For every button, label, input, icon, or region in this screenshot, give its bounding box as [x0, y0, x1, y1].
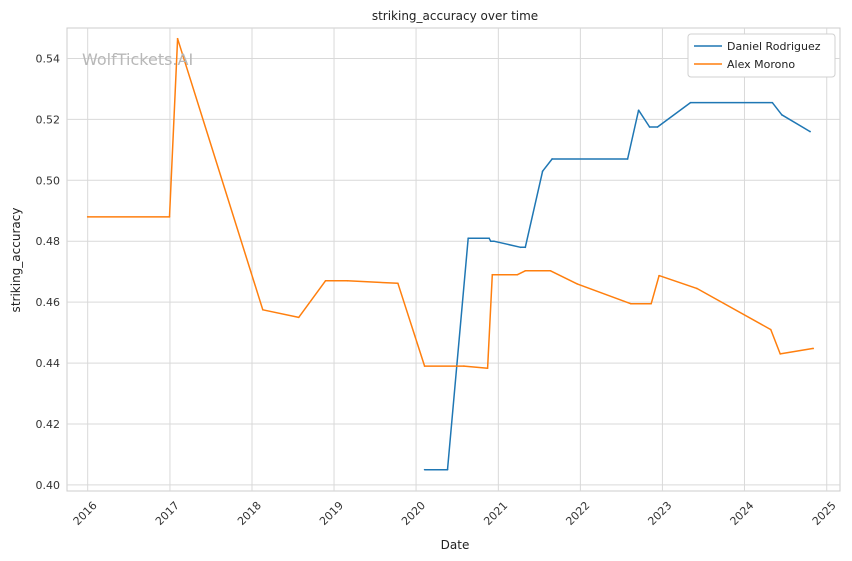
legend: Daniel Rodriguez Alex Morono	[687, 33, 836, 78]
data-point-daniel-rodriguez	[467, 237, 470, 239]
data-point-daniel-rodriguez	[626, 158, 629, 160]
series-line-daniel-rodriguez	[424, 101, 811, 471]
y-tick-label: 0.44	[36, 357, 61, 370]
data-point-alex-morono	[769, 328, 772, 331]
data-point-alex-morono	[629, 302, 632, 305]
x-tick-label: 2024	[728, 499, 757, 528]
data-point-daniel-rodriguez	[519, 246, 522, 249]
y-tick-labels: 0.40 0.42 0.44 0.46 0.48 0.50 0.52 0.54	[36, 52, 61, 491]
data-point-alex-morono	[423, 365, 426, 367]
data-point-alex-morono	[576, 283, 579, 285]
data-point-daniel-rodriguez	[771, 101, 774, 104]
x-tick-label: 2021	[481, 499, 510, 528]
data-point-alex-morono	[650, 302, 652, 305]
y-axis-title: striking_accuracy	[9, 208, 23, 313]
data-point-alex-morono	[549, 269, 552, 272]
data-point-daniel-rodriguez	[541, 170, 544, 172]
data-point-alex-morono	[491, 273, 494, 276]
data-point-daniel-rodriguez	[809, 130, 811, 133]
data-point-daniel-rodriguez	[637, 109, 640, 112]
data-point-alex-morono	[696, 287, 698, 290]
data-point-alex-morono	[397, 282, 399, 285]
chart-title: striking_accuracy over time	[372, 9, 538, 23]
data-point-alex-morono	[516, 273, 519, 276]
x-tick-label: 2018	[235, 499, 264, 528]
y-tick-label: 0.52	[36, 113, 61, 126]
data-point-daniel-rodriguez	[780, 114, 783, 116]
series-lines	[86, 37, 815, 471]
y-tick-label: 0.54	[36, 52, 61, 65]
x-tick-label: 2020	[399, 499, 428, 528]
x-tick-label: 2023	[645, 499, 674, 528]
data-point-alex-morono	[261, 308, 264, 311]
data-point-alex-morono	[346, 280, 349, 282]
data-point-alex-morono	[324, 280, 327, 282]
data-point-daniel-rodriguez	[489, 240, 492, 243]
data-point-daniel-rodriguez	[493, 240, 495, 243]
data-point-daniel-rodriguez	[689, 101, 692, 104]
data-point-alex-morono	[524, 269, 527, 272]
x-tick-label: 2017	[153, 499, 182, 528]
x-axis-title: Date	[441, 538, 470, 552]
data-point-daniel-rodriguez	[551, 158, 553, 160]
data-point-daniel-rodriguez	[656, 126, 659, 128]
x-tick-label: 2022	[563, 499, 592, 528]
data-point-alex-morono	[812, 347, 815, 350]
data-point-daniel-rodriguez	[648, 126, 651, 128]
data-point-alex-morono	[463, 365, 465, 367]
data-point-alex-morono	[658, 274, 660, 277]
data-point-alex-morono	[779, 353, 782, 355]
y-tick-label: 0.48	[36, 235, 61, 248]
x-tick-labels: 2016 2017 2018 2019 2020 2021 2022 2023 2024 2025	[71, 499, 839, 528]
watermark: WolfTickets.AI	[82, 50, 193, 69]
data-point-alex-morono	[168, 216, 171, 218]
x-tick-label: 2019	[317, 499, 346, 528]
data-point-alex-morono	[176, 37, 179, 40]
data-point-alex-morono	[297, 316, 300, 319]
legend-label-alex-morono: Alex Morono	[727, 58, 795, 71]
data-point-daniel-rodriguez	[446, 468, 449, 471]
y-tick-label: 0.40	[36, 479, 61, 492]
data-point-daniel-rodriguez	[524, 246, 527, 249]
y-tick-label: 0.46	[36, 296, 61, 309]
x-tick-label: 2025	[810, 499, 839, 528]
data-point-daniel-rodriguez	[423, 468, 426, 471]
legend-label-daniel-rodriguez: Daniel Rodriguez	[727, 40, 821, 53]
x-tick-label: 2016	[71, 499, 100, 528]
legend-box	[687, 33, 836, 78]
data-point-alex-morono	[486, 367, 489, 370]
data-point-daniel-rodriguez	[488, 237, 490, 239]
y-tick-label: 0.50	[36, 174, 61, 187]
data-point-alex-morono	[86, 216, 89, 218]
grid	[67, 28, 840, 491]
y-tick-label: 0.42	[36, 418, 61, 431]
plot-area	[66, 27, 841, 492]
